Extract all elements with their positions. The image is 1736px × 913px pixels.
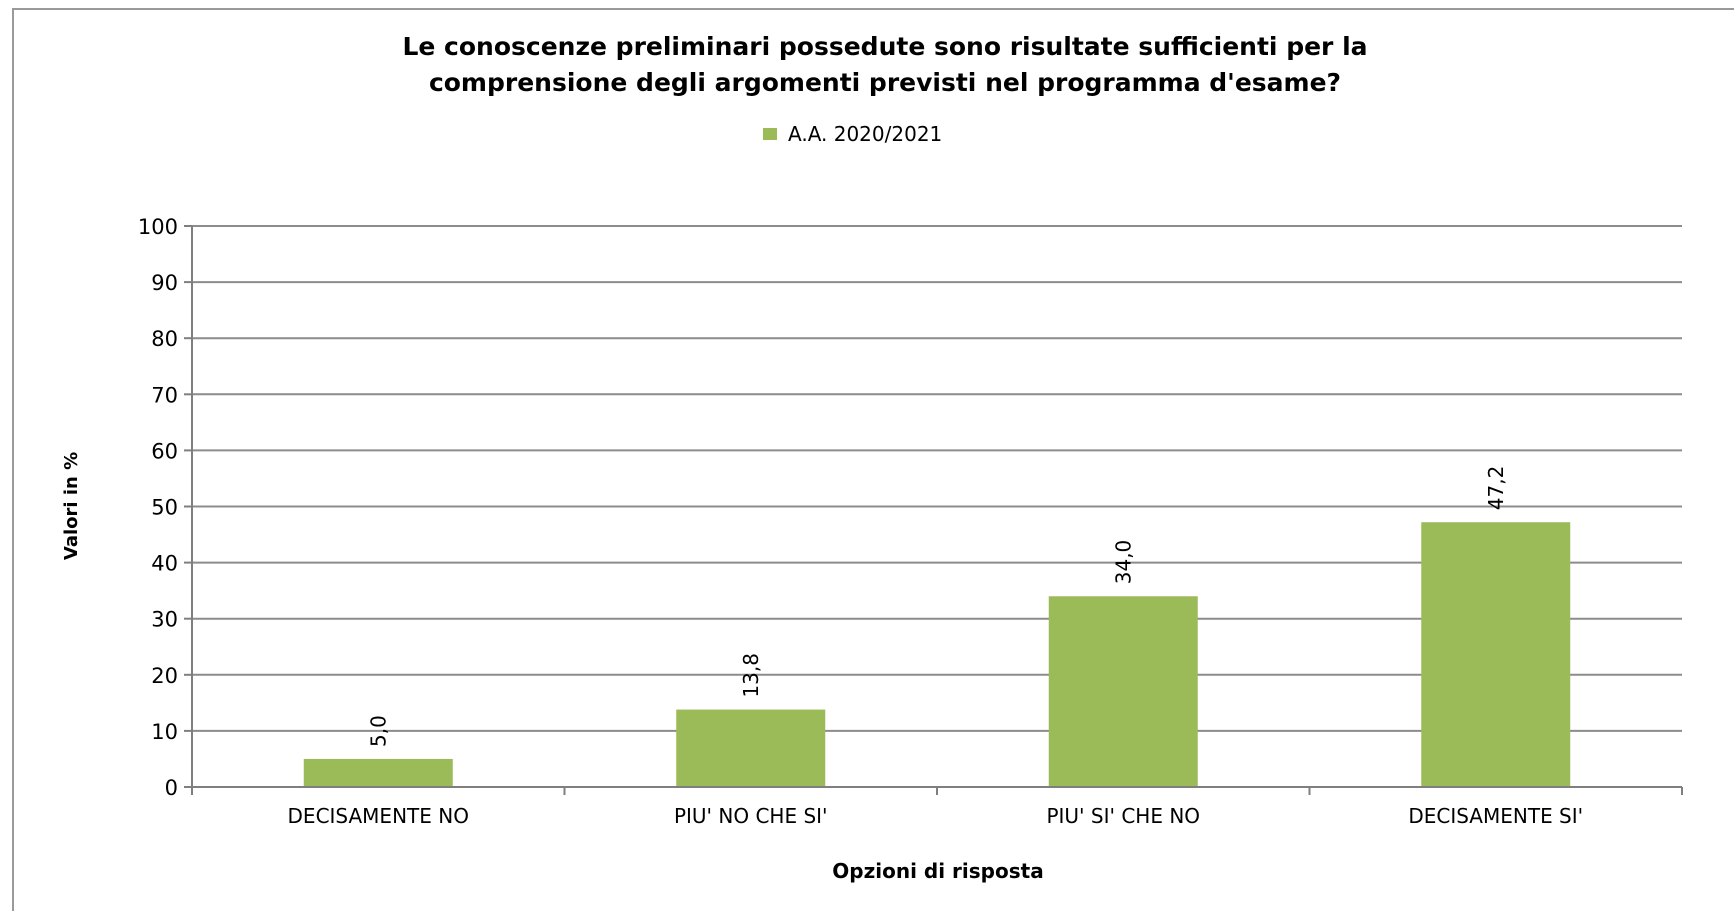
data-label: 13,8: [739, 653, 763, 698]
x-tick-label: DECISAMENTE SI': [1408, 804, 1583, 828]
y-tick-label: 0: [165, 776, 178, 800]
legend-label: A.A. 2020/2021: [788, 122, 942, 146]
data-label: 5,0: [366, 715, 390, 747]
chart-title-line-1: Le conoscenze preliminari possedute sono…: [402, 32, 1367, 61]
y-tick-label: 100: [138, 215, 178, 239]
y-tick-label: 80: [151, 327, 178, 351]
chart-frame: [12, 8, 1734, 911]
y-tick-label: 20: [151, 664, 178, 688]
labels: 0 10 20 30 40 50 60 70 80 90 100 5,0 DECISAMENTE NO 1…: [138, 215, 1583, 828]
y-axis-title: Valori in %: [61, 452, 82, 560]
y-tick-label: 30: [151, 608, 178, 632]
y-tick-label: 90: [151, 271, 178, 295]
data-label: 47,2: [1484, 466, 1508, 511]
y-tick-label: 40: [151, 552, 178, 576]
x-tick-label: PIU' NO CHE SI': [674, 804, 828, 828]
bars: [303, 522, 1571, 787]
bar: [676, 709, 826, 787]
x-tick-label: PIU' SI' CHE NO: [1046, 804, 1200, 828]
bar: [303, 758, 453, 787]
x-axis-title: Opzioni di risposta: [832, 859, 1043, 883]
legend-swatch: [763, 128, 777, 140]
axes: [184, 225, 1683, 795]
y-tick-label: 70: [151, 383, 178, 407]
y-tick-label: 50: [151, 496, 178, 520]
y-tick-label: 10: [151, 720, 178, 744]
y-tick-label: 60: [151, 439, 178, 463]
data-label: 34,0: [1111, 540, 1135, 585]
bar: [1048, 596, 1198, 787]
x-tick-label: DECISAMENTE NO: [288, 804, 469, 828]
bar: [1421, 522, 1571, 787]
legend: A.A. 2020/2021: [763, 122, 942, 146]
chart-title-line-2: comprensione degli argomenti previsti ne…: [429, 68, 1341, 97]
